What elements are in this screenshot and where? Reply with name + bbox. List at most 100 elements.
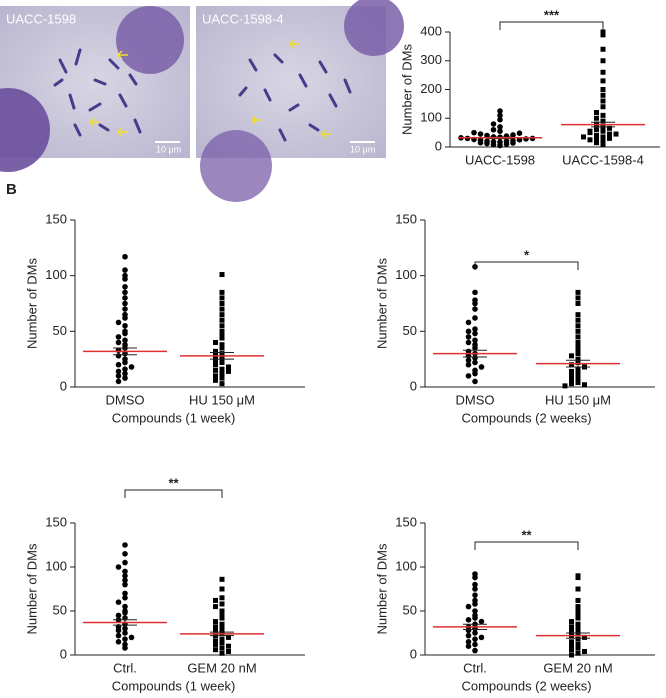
data-point xyxy=(122,267,128,273)
data-point xyxy=(122,577,128,583)
x-axis-label: Compounds (2 weeks) xyxy=(461,678,591,693)
data-point xyxy=(569,652,574,658)
y-axis-label: Number of DMs xyxy=(374,543,389,635)
data-point xyxy=(219,345,225,351)
data-point xyxy=(472,592,478,598)
data-point xyxy=(562,383,568,389)
x-tick-label: UACC-1598 xyxy=(465,152,535,167)
x-axis-label: Compounds (1 week) xyxy=(112,410,236,425)
data-point xyxy=(472,608,478,614)
data-point xyxy=(600,141,606,147)
y-axis-label: Number of DMs xyxy=(24,543,39,635)
data-point xyxy=(213,373,218,379)
data-point xyxy=(219,650,225,656)
data-point xyxy=(226,643,231,649)
data-point xyxy=(219,301,225,306)
data-point xyxy=(497,116,503,123)
data-point xyxy=(219,317,225,323)
data-point xyxy=(600,104,606,110)
data-point xyxy=(219,621,225,627)
data-point xyxy=(575,375,581,381)
y-axis-label: Number of DMs xyxy=(24,257,39,349)
data-point xyxy=(472,345,478,351)
data-point xyxy=(219,612,225,618)
data-point xyxy=(465,639,472,645)
data-point xyxy=(219,576,225,582)
y-tick-label: 100 xyxy=(395,267,417,282)
data-point xyxy=(472,359,478,366)
micrograph: UACC-1598-4 10 μm xyxy=(196,0,404,202)
data-point xyxy=(115,353,122,359)
data-point xyxy=(115,639,122,645)
scale-bar-label: 10 μm xyxy=(156,144,181,154)
data-point xyxy=(122,295,128,301)
data-point xyxy=(569,362,574,368)
data-point xyxy=(575,323,581,329)
data-point xyxy=(569,639,574,645)
data-point xyxy=(472,574,478,581)
data-point xyxy=(477,137,484,143)
data-point xyxy=(575,650,581,656)
data-point xyxy=(472,615,478,621)
data-point xyxy=(213,641,218,647)
significance-bracket xyxy=(474,541,579,550)
data-point xyxy=(213,604,218,610)
data-point xyxy=(115,334,122,340)
data-point xyxy=(587,137,593,143)
data-point xyxy=(575,612,581,618)
data-point xyxy=(465,603,472,610)
data-point xyxy=(510,132,516,138)
data-point xyxy=(613,131,619,137)
data-point xyxy=(575,301,581,306)
y-axis-label: Number of DMs xyxy=(374,257,389,349)
x-axis-label: Compounds (1 week) xyxy=(112,678,236,693)
data-point xyxy=(575,334,581,340)
data-point xyxy=(600,32,606,38)
data-point xyxy=(219,640,225,646)
data-point xyxy=(594,140,599,146)
data-point xyxy=(219,272,225,278)
image-label: UACC-1598-4 xyxy=(202,11,284,26)
data-point xyxy=(122,337,128,344)
data-point xyxy=(472,326,478,332)
data-point xyxy=(472,337,478,344)
data-point xyxy=(484,138,490,145)
data-point xyxy=(575,604,581,610)
data-point xyxy=(594,127,599,133)
data-point xyxy=(575,621,581,627)
data-point xyxy=(471,129,477,136)
y-tick-label: 150 xyxy=(395,211,417,226)
data-point xyxy=(569,624,574,630)
data-point xyxy=(219,608,225,614)
data-point xyxy=(472,647,478,654)
data-point xyxy=(575,645,581,651)
data-point xyxy=(472,306,478,312)
data-point xyxy=(569,373,574,379)
data-point xyxy=(465,339,472,346)
data-point xyxy=(516,130,523,136)
data-point xyxy=(213,627,218,633)
data-point xyxy=(575,344,581,350)
data-point xyxy=(213,647,218,653)
data-point xyxy=(122,559,128,566)
y-tick-label: 0 xyxy=(435,138,442,153)
data-point xyxy=(575,366,581,372)
x-tick-label: UACC-1598-4 xyxy=(562,152,644,167)
data-point xyxy=(122,289,128,296)
data-point xyxy=(122,375,128,381)
x-tick-label: GEM 20 nM xyxy=(187,660,256,675)
data-point xyxy=(587,128,593,134)
y-tick-label: 50 xyxy=(53,602,67,617)
data-point xyxy=(115,339,122,346)
significance-bracket xyxy=(474,261,579,270)
y-tick-label: 100 xyxy=(45,267,67,282)
data-point xyxy=(219,645,225,651)
data-point xyxy=(490,121,497,127)
data-point xyxy=(575,615,581,621)
data-point xyxy=(497,124,503,130)
data-point xyxy=(575,636,581,642)
data-point xyxy=(115,599,122,605)
data-point xyxy=(122,636,128,642)
y-tick-label: 300 xyxy=(420,52,442,67)
significance-bracket xyxy=(499,21,604,30)
